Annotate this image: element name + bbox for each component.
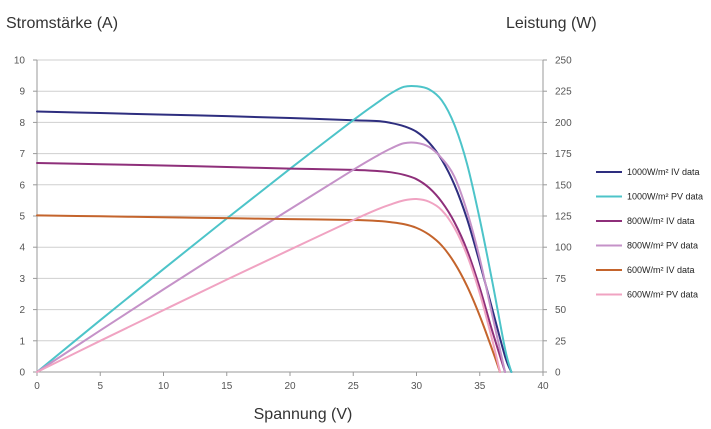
x-tick-label: 25 (348, 381, 360, 392)
series-line-2 (36, 161, 507, 373)
y-tick-label-right: 0 (555, 368, 561, 379)
legend-label-3: 800W/m² PV data (627, 241, 698, 251)
x-tick-label: 35 (474, 381, 486, 392)
y-tick-label-right: 175 (555, 149, 572, 160)
x-tick-label: 40 (537, 381, 549, 392)
y-tick-label-left: 10 (14, 56, 26, 67)
y-tick-label-right: 125 (555, 212, 572, 223)
series-line-4 (36, 214, 501, 373)
y-tick-label-left: 7 (19, 149, 25, 160)
series-line-3 (36, 141, 507, 373)
legend-label-2: 800W/m² IV data (627, 216, 695, 226)
x-tick-label: 30 (411, 381, 423, 392)
grid (37, 59, 543, 342)
series-line-1 (36, 84, 513, 373)
legend-label-0: 1000W/m² IV data (627, 167, 700, 177)
x-tick-label: 5 (97, 381, 103, 392)
y-axis-title-right: Leistung (W) (506, 15, 597, 32)
legend-label-1: 1000W/m² PV data (627, 192, 703, 202)
legend-label-5: 600W/m² PV data (627, 290, 698, 300)
y-tick-label-right: 100 (555, 243, 572, 254)
y-tick-label-left: 1 (19, 336, 25, 347)
y-tick-label-right: 50 (555, 305, 567, 316)
x-tick-label: 15 (221, 381, 233, 392)
y-tick-label-right: 25 (555, 336, 567, 347)
y-axis-title-left: Stromstärke (A) (6, 15, 118, 32)
y-tick-label-right: 150 (555, 180, 572, 191)
legend-label-4: 600W/m² IV data (627, 265, 695, 275)
y-tick-label-right: 200 (555, 118, 572, 129)
y-tick-label-left: 2 (19, 305, 25, 316)
series-line-0 (36, 110, 513, 373)
x-axis-title: Spannung (V) (254, 406, 353, 423)
x-tick-label: 10 (158, 381, 170, 392)
y-tick-label-left: 3 (19, 274, 25, 285)
x-tick-label: 20 (284, 381, 296, 392)
y-tick-label-left: 8 (19, 118, 25, 129)
y-tick-label-left: 0 (19, 368, 25, 379)
series-lines (36, 84, 513, 373)
y-tick-label-left: 9 (19, 87, 25, 98)
legend: 1000W/m² IV data 1000W/m² PV data 800W/m² … (596, 167, 703, 300)
y-tick-label-left: 6 (19, 180, 25, 191)
y-tick-label-left: 5 (19, 212, 25, 223)
y-tick-label-right: 250 (555, 56, 572, 67)
y-tick-label-right: 225 (555, 87, 572, 98)
x-tick-label: 0 (34, 381, 40, 392)
series-line-5 (36, 197, 501, 373)
y-tick-label-right: 75 (555, 274, 567, 285)
y-tick-label-left: 4 (19, 243, 25, 254)
